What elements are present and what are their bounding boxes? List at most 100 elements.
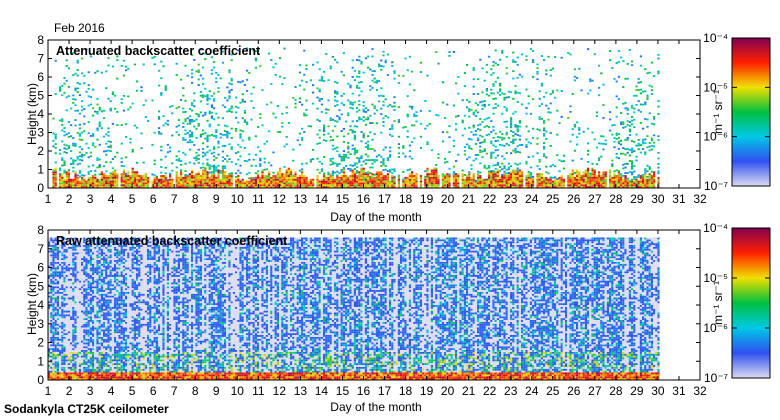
heatmap-cell [312, 102, 315, 105]
heatmap-cell [329, 178, 332, 181]
heatmap-cell [426, 180, 429, 183]
heatmap-cell [419, 135, 422, 138]
heatmap-cell [133, 173, 136, 176]
heatmap-cell [48, 370, 51, 373]
heatmap-cell [65, 260, 68, 262]
heatmap-cell [70, 180, 73, 183]
heatmap-cell [48, 331, 51, 334]
heatmap-cell [217, 178, 220, 181]
heatmap-cell [52, 278, 55, 281]
heatmap-cell [72, 170, 75, 173]
heatmap-cell [63, 310, 66, 313]
heatmap-cell [342, 168, 345, 171]
heatmap-cell [65, 336, 68, 339]
heatmap-cell [604, 186, 607, 188]
heatmap-cell [59, 312, 62, 315]
heatmap-cell [219, 136, 222, 139]
heatmap-cell [74, 318, 77, 320]
heatmap-cell [639, 110, 642, 113]
heatmap-cell [180, 171, 183, 174]
heatmap-cell [294, 180, 297, 183]
heatmap-cell [349, 178, 352, 181]
heatmap-cell [648, 184, 651, 187]
heatmap-cell [527, 130, 530, 133]
heatmap-cell [290, 186, 293, 188]
heatmap-cell [338, 180, 341, 183]
heatmap-cell [56, 261, 59, 264]
heatmap-cell [72, 293, 75, 296]
heatmap-cell [536, 178, 539, 181]
heatmap-cell [48, 291, 51, 294]
heatmap-cell [208, 168, 211, 170]
heatmap-cell [472, 178, 475, 181]
heatmap-cell [446, 178, 449, 181]
heatmap-cell [406, 169, 409, 172]
heatmap-cell [61, 321, 64, 324]
heatmap-cell [193, 125, 196, 128]
heatmap-cell [371, 148, 374, 150]
heatmap-cell [61, 308, 64, 311]
heatmap-cell [490, 180, 493, 183]
heatmap-cell [637, 109, 640, 112]
heatmap-cell [490, 140, 493, 143]
heatmap-cell [525, 144, 528, 146]
heatmap-cell [272, 175, 275, 177]
heatmap-cell [360, 60, 363, 63]
heatmap-cell [650, 170, 653, 173]
heatmap-cell [197, 113, 200, 116]
heatmap-cell [510, 182, 513, 185]
heatmap-cell [551, 182, 554, 185]
heatmap-cell [408, 150, 411, 152]
heatmap-cell [320, 103, 323, 106]
heatmap-cell [598, 159, 601, 161]
heatmap-cell [182, 178, 185, 181]
heatmap-cell [114, 155, 117, 158]
heatmap-cell [213, 151, 216, 154]
heatmap-cell [215, 81, 218, 83]
heatmap-cell [70, 295, 73, 298]
heatmap-cell [177, 124, 180, 127]
heatmap-cell [571, 133, 574, 136]
heatmap-cell [67, 290, 70, 292]
heatmap-cell [360, 155, 363, 158]
heatmap-cell [589, 89, 592, 92]
heatmap-cell [221, 171, 224, 174]
heatmap-cell [468, 178, 471, 181]
heatmap-cell [65, 338, 68, 341]
heatmap-cell [48, 338, 51, 341]
heatmap-cell [67, 95, 70, 98]
heatmap-cell [347, 99, 350, 102]
heatmap-cell [364, 123, 367, 126]
x-tick-label: 28 [609, 192, 623, 206]
heatmap-cell [380, 68, 383, 71]
heatmap-cell [81, 184, 84, 187]
heatmap-cell [503, 157, 506, 160]
heatmap-cell [177, 178, 180, 181]
heatmap-cell [353, 186, 356, 188]
heatmap-cell [393, 175, 396, 178]
heatmap-cell [375, 79, 378, 82]
heatmap-cell [501, 51, 504, 54]
heatmap-cell [525, 182, 528, 185]
heatmap-cell [107, 149, 110, 152]
heatmap-cell [386, 170, 389, 173]
heatmap-cell [503, 167, 506, 169]
heatmap-cell [111, 186, 114, 188]
heatmap-cell [235, 128, 238, 130]
heatmap-cell [446, 182, 449, 185]
heatmap-cell [98, 158, 101, 161]
heatmap-cell [59, 365, 62, 367]
heatmap-cell [505, 67, 508, 69]
heatmap-cell [657, 172, 660, 175]
heatmap-cell [433, 182, 436, 185]
heatmap-cell [367, 135, 370, 138]
heatmap-cell [208, 166, 211, 169]
heatmap-cell [602, 173, 605, 176]
heatmap-cell [518, 73, 521, 76]
heatmap-cell [136, 173, 139, 176]
x-tick-label: 25 [546, 192, 560, 206]
heatmap-cell [382, 184, 385, 187]
heatmap-cell [56, 335, 59, 337]
heatmap-cell [609, 59, 612, 62]
heatmap-cell [402, 152, 405, 155]
